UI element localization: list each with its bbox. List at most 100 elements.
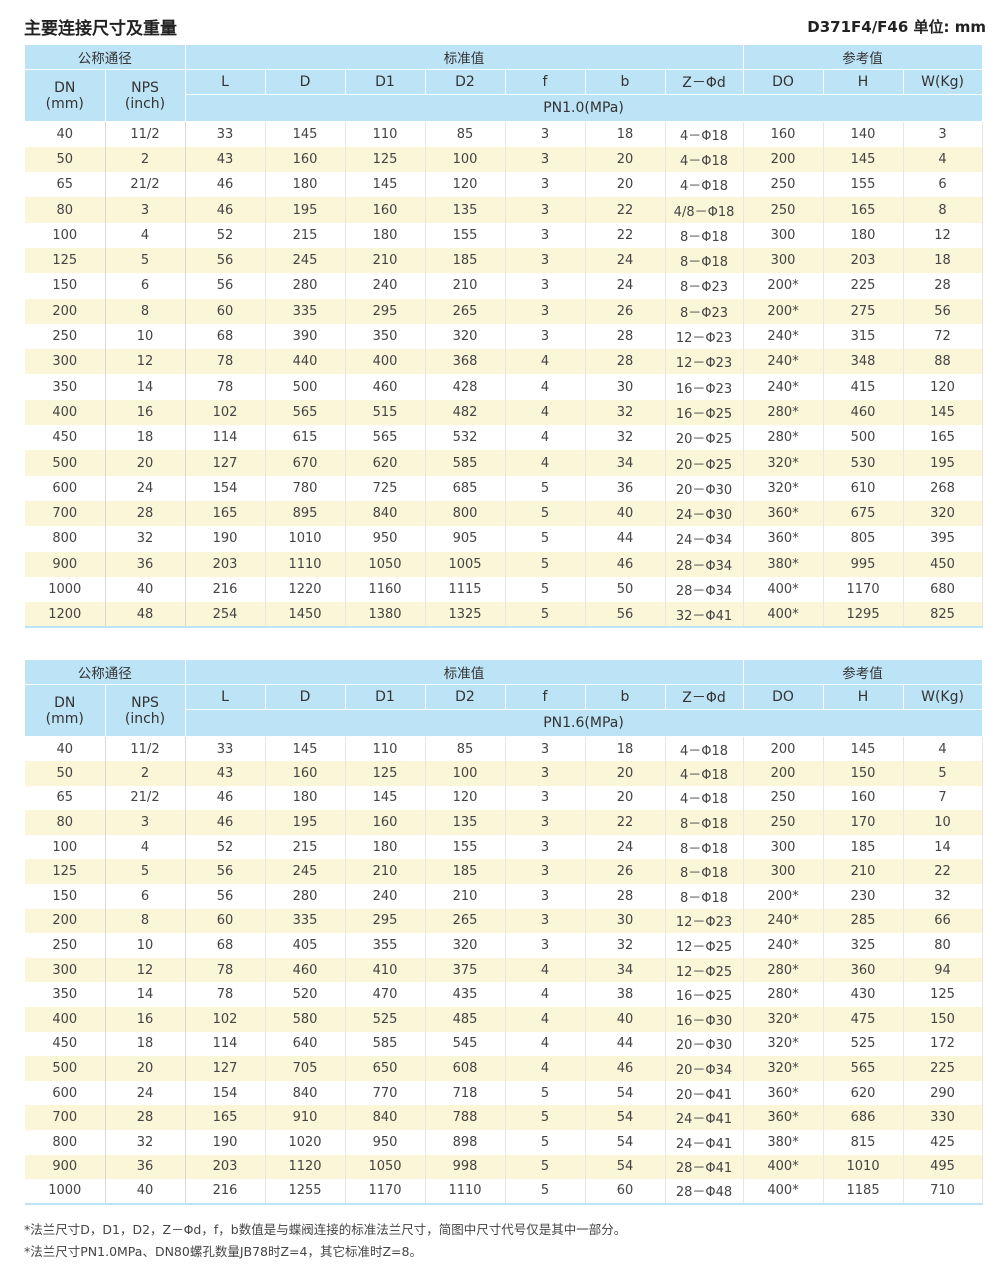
cell-f: 5 bbox=[505, 1154, 586, 1180]
cell-dn: 450 bbox=[25, 425, 106, 451]
cell-do: 250 bbox=[743, 197, 824, 223]
cell-d: 440 bbox=[265, 349, 346, 375]
cell-d: 245 bbox=[265, 247, 346, 274]
cell-h: 620 bbox=[823, 1080, 904, 1106]
cell-nps: 36 bbox=[105, 551, 186, 577]
group-reference-values: 参考值 bbox=[742, 660, 983, 685]
table-row: 450 18 114 615 565 532 4 32 20－Φ25 280* 500 165 bbox=[25, 425, 983, 451]
cell-d1: 160 bbox=[345, 810, 426, 835]
cell-do: 360* bbox=[743, 526, 824, 552]
cell-d2: 320 bbox=[425, 323, 506, 350]
cell-w: 710 bbox=[903, 1179, 983, 1205]
cell-z-phi-d: 4－Φ18 bbox=[665, 121, 744, 147]
cell-b: 54 bbox=[585, 1080, 666, 1106]
cell-w: 7 bbox=[903, 785, 983, 811]
cell-d2: 898 bbox=[425, 1130, 506, 1155]
cell-do: 320* bbox=[743, 1031, 824, 1057]
cell-w: 268 bbox=[903, 475, 983, 501]
cell-d2: 482 bbox=[425, 399, 506, 426]
cell-h: 430 bbox=[823, 982, 904, 1008]
cell-d2: 85 bbox=[425, 121, 506, 147]
cell-z-phi-d: 28－Φ48 bbox=[665, 1179, 744, 1205]
cell-f: 3 bbox=[505, 172, 586, 198]
cell-nps: 32 bbox=[105, 1130, 186, 1155]
cell-l: 127 bbox=[185, 450, 266, 476]
cell-f: 5 bbox=[505, 551, 586, 577]
table-row: 900 36 203 1110 1050 1005 5 46 28－Φ34 380* 995 450 bbox=[25, 551, 983, 577]
cell-f: 5 bbox=[505, 1105, 586, 1130]
cell-f: 3 bbox=[505, 273, 586, 299]
cell-b: 26 bbox=[585, 859, 666, 885]
table-row: 900 36 203 1120 1050 998 5 54 28－Φ41 400* 1010 495 bbox=[25, 1154, 983, 1180]
cell-h: 1185 bbox=[823, 1179, 904, 1205]
cell-b: 18 bbox=[585, 736, 666, 762]
cell-f: 4 bbox=[505, 374, 586, 400]
cell-d: 1010 bbox=[265, 526, 346, 552]
cell-l: 60 bbox=[185, 298, 266, 324]
table-row: 200 8 60 335 295 265 3 30 12－Φ23 240* 285 66 bbox=[25, 908, 983, 934]
cell-do: 380* bbox=[743, 551, 824, 577]
cell-nps: 2 bbox=[105, 146, 186, 173]
cell-d1: 350 bbox=[345, 323, 426, 350]
cell-do: 240* bbox=[743, 933, 824, 958]
cell-do: 400* bbox=[743, 1179, 824, 1205]
col-l-header: L bbox=[184, 684, 266, 710]
cell-l: 216 bbox=[185, 1179, 266, 1205]
table-row: 700 28 165 910 840 788 5 54 24－Φ41 360* 686 330 bbox=[25, 1105, 983, 1130]
col-d1-header: D1 bbox=[345, 69, 426, 95]
cell-z-phi-d: 28－Φ34 bbox=[665, 551, 744, 577]
cell-b: 32 bbox=[585, 933, 666, 958]
cell-b: 20 bbox=[585, 146, 666, 173]
col-do-header: DO bbox=[742, 69, 824, 95]
col-f-header: f bbox=[505, 684, 586, 710]
cell-f: 4 bbox=[505, 1056, 586, 1081]
cell-dn: 1000 bbox=[25, 1179, 106, 1205]
table-row: 65 21/2 46 180 145 120 3 20 4－Φ18 250 155 6 bbox=[25, 172, 983, 198]
cell-b: 22 bbox=[585, 810, 666, 835]
cell-dn: 700 bbox=[25, 1105, 106, 1130]
cell-dn: 150 bbox=[25, 273, 106, 299]
cell-do: 240* bbox=[743, 323, 824, 350]
cell-d1: 410 bbox=[345, 957, 426, 983]
cell-z-phi-d: 12－Φ23 bbox=[665, 908, 744, 934]
cell-h: 140 bbox=[823, 121, 904, 147]
cell-l: 203 bbox=[185, 1154, 266, 1180]
cell-do: 380* bbox=[743, 1130, 824, 1155]
cell-d: 780 bbox=[265, 475, 346, 501]
cell-l: 46 bbox=[185, 172, 266, 198]
cell-w: 150 bbox=[903, 1007, 983, 1032]
cell-h: 165 bbox=[823, 197, 904, 223]
cell-b: 46 bbox=[585, 551, 666, 577]
cell-d: 520 bbox=[265, 982, 346, 1008]
cell-dn: 1200 bbox=[25, 602, 106, 629]
cell-d1: 210 bbox=[345, 859, 426, 885]
col-do-header: DO bbox=[742, 684, 824, 710]
cell-d: 280 bbox=[265, 273, 346, 299]
table-row: 200 8 60 335 295 265 3 26 8－Φ23 200* 275 56 bbox=[25, 298, 983, 324]
cell-f: 5 bbox=[505, 576, 586, 603]
table-row: 125 5 56 245 210 185 3 26 8－Φ18 300 210 22 bbox=[25, 859, 983, 885]
cell-do: 320* bbox=[743, 475, 824, 501]
cell-f: 4 bbox=[505, 425, 586, 451]
cell-b: 40 bbox=[585, 500, 666, 527]
cell-b: 30 bbox=[585, 374, 666, 400]
cell-b: 54 bbox=[585, 1130, 666, 1155]
cell-z-phi-d: 4－Φ18 bbox=[665, 785, 744, 811]
cell-d: 1120 bbox=[265, 1154, 346, 1180]
cell-f: 3 bbox=[505, 146, 586, 173]
cell-w: 4 bbox=[903, 146, 983, 173]
cell-h: 565 bbox=[823, 1056, 904, 1081]
table-row: 1000 40 216 1255 1170 1110 5 60 28－Φ48 400* 1185 71… bbox=[25, 1179, 983, 1205]
cell-nps: 8 bbox=[105, 298, 186, 324]
cell-d2: 1325 bbox=[425, 602, 506, 629]
group-reference-values: 参考值 bbox=[742, 45, 983, 70]
col-b-header: b bbox=[585, 684, 666, 710]
cell-b: 18 bbox=[585, 121, 666, 147]
cell-do: 160 bbox=[743, 121, 824, 147]
cell-z-phi-d: 16－Φ30 bbox=[665, 1007, 744, 1032]
cell-w: 6 bbox=[903, 172, 983, 198]
cell-w: 66 bbox=[903, 908, 983, 934]
cell-d: 910 bbox=[265, 1105, 346, 1130]
table-row: 65 21/2 46 180 145 120 3 20 4－Φ18 250 160 7 bbox=[25, 785, 983, 811]
cell-dn: 350 bbox=[25, 982, 106, 1008]
